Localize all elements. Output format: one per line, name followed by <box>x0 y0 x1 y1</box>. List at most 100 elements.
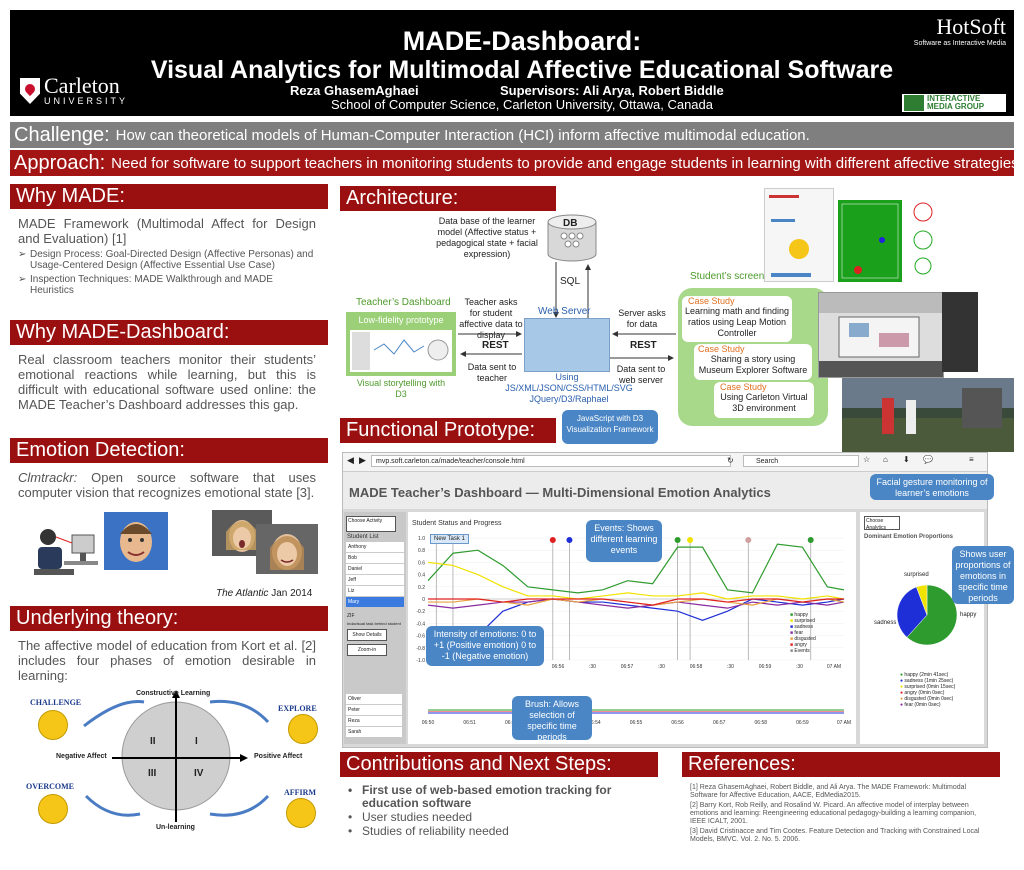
new-task-badge[interactable]: New Task 1 <box>430 534 469 544</box>
address-bar[interactable]: mvp.soft.carleton.ca/made/teacher/consol… <box>371 455 731 467</box>
forward-icon[interactable]: ▶ <box>359 455 366 465</box>
brush-tick-label: 06:54 <box>588 720 601 726</box>
student-item[interactable]: Peter <box>346 705 402 716</box>
legend-swatch: ● <box>900 678 904 684</box>
legend-swatch: ● <box>900 696 904 702</box>
db-note: Data base of the learner model (Affectiv… <box>436 216 538 259</box>
emotion-detection-text: Open source software that uses computer … <box>18 470 316 500</box>
contribution-item: • Studies of reliability needed <box>348 824 652 838</box>
clmtrackr-label: Clmtrackr: <box>18 470 78 485</box>
y-tick-label: 0.2 <box>418 585 425 591</box>
choose-analytics-button[interactable]: Choose Analytics <box>864 516 900 531</box>
legend-swatch: ■ <box>790 636 794 642</box>
img-line-1: INTERACTIVE <box>927 94 981 103</box>
pie-slice-surprised[interactable] <box>916 584 928 616</box>
callout-intensity: Intensity of emotions: 0 to +1 (Positive… <box>426 626 544 666</box>
student-item[interactable]: Anthony <box>346 542 404 553</box>
poster-header: MADE-Dashboard: Visual Analytics for Mul… <box>10 10 1014 116</box>
download-icon[interactable]: ⬇ <box>903 455 910 464</box>
student-panel: Choose Activity Student List Anthony Bob… <box>344 512 406 744</box>
supervisors: Supervisors: Ali Arya, Robert Biddle <box>500 83 724 98</box>
search-field[interactable]: Search <box>743 455 859 467</box>
student-list-2: Oliver Peter Reza Sarah <box>346 694 402 737</box>
student-item[interactable]: Liz <box>346 586 404 597</box>
reload-icon[interactable]: ↻ <box>727 456 734 465</box>
brush-tick-label: 06:51 <box>463 720 476 726</box>
why-made-intro: MADE Framework (Multimodal Affect for De… <box>18 216 316 246</box>
x-tick-label: 06:56 <box>552 664 565 670</box>
y-tick-label: 1.0 <box>418 536 425 542</box>
data-sent-server: Data sent to web server <box>616 364 666 385</box>
bullet-icon: • <box>348 783 353 797</box>
x-tick-label: 07 AM <box>827 664 841 670</box>
author: Reza GhasemAghaei <box>290 83 419 98</box>
student-item[interactable]: Bob <box>346 553 404 564</box>
phase-overcome: OVERCOME <box>26 782 74 791</box>
student-item[interactable]: Oliver <box>346 694 402 705</box>
bullet-icon: • <box>348 810 353 824</box>
teacher-asks: Teacher asks for student affective data … <box>459 297 523 340</box>
why-dashboard-title: Why MADE-Dashboard: <box>10 320 328 345</box>
contribution-item: • User studies needed <box>348 810 652 824</box>
student-item[interactable]: Reza <box>346 716 402 727</box>
bookmark-icon[interactable]: ☆ <box>863 455 871 464</box>
references-list: [1] Reza GhasemAghaei, Robert Biddle, an… <box>690 784 990 844</box>
case-study-2: Case Study Sharing a story using Museum … <box>694 344 812 380</box>
pie-legend-item: ● fear (0min 0sec) <box>900 702 984 708</box>
pie-slice-happy[interactable] <box>906 584 958 646</box>
student-item[interactable]: Sarah <box>348 729 362 735</box>
reference-item: [1] Reza GhasemAghaei, Robert Biddle, an… <box>690 784 967 799</box>
virtual-3d-thumbnail <box>842 378 1014 452</box>
neutral-face-icon <box>38 794 68 824</box>
home-icon[interactable]: ⌂ <box>883 455 888 464</box>
y-tick-label: 0 <box>422 597 425 603</box>
pie-legend-item: ● happy (2min 41sec) <box>900 672 984 678</box>
hotsoft-name: HotSoft <box>936 14 1006 39</box>
callout-face: Facial gesture monitoring of learner’s e… <box>870 474 994 500</box>
emotion-pie-chart[interactable] <box>892 580 962 650</box>
legend-swatch: ■ <box>790 618 794 624</box>
museum-explorer-thumbnail <box>818 292 944 378</box>
teacher-dashboard-label: Teacher’s Dashboard <box>356 297 451 308</box>
case-study-2-text: Sharing a story using Museum Explorer So… <box>698 354 808 375</box>
callout-js: JavaScript with D3 Visualization Framewo… <box>562 410 658 444</box>
y-tick-label: -0.4 <box>416 621 425 627</box>
event-marker <box>674 537 681 543</box>
y-tick-label: 0.4 <box>418 573 425 579</box>
legend-label: surprised <box>794 618 815 624</box>
show-details-button[interactable]: Show Details <box>347 629 387 641</box>
brush-timeline[interactable]: 06:5006:5106:5206:5306:5406:5506:5606:57… <box>408 700 856 730</box>
legend-swatch: ● <box>900 672 904 678</box>
reference-item: [3] David Cristinacce and Tim Cootes. Fe… <box>690 828 980 843</box>
legend-label: disgusted <box>794 636 816 642</box>
case-study-2-label: Case Study <box>698 344 745 354</box>
student-item[interactable]: Daniel <box>346 564 404 575</box>
approach-banner: Approach: Need for software to support t… <box>10 150 1019 176</box>
why-made-body: MADE Framework (Multimodal Affect for De… <box>18 216 316 296</box>
contributions-list: • First use of web-based emotion tracking… <box>348 783 652 839</box>
legend-label: happy (2min 41sec) <box>904 672 949 678</box>
pie-legend-item: ● angry (0min 0sec) <box>900 690 984 696</box>
choose-activity-button[interactable]: Choose Activity <box>346 516 396 532</box>
student-item[interactable]: Jeff <box>346 575 404 586</box>
pie-slice-sadness[interactable] <box>896 586 928 638</box>
browser-toolbar: ◀ ▶ mvp.soft.carleton.ca/made/teacher/co… <box>343 453 987 472</box>
menu-icon[interactable]: ≡ <box>969 455 974 464</box>
series-line-happy <box>427 543 845 594</box>
case-study-3: Case Study Using Carleton Virtual 3D env… <box>714 382 814 418</box>
carleton-shield-icon <box>20 78 40 104</box>
bullet-icon: • <box>348 824 353 838</box>
task-tooltip: Indavisual task behind student <box>347 621 401 626</box>
back-icon[interactable]: ◀ <box>347 455 354 465</box>
x-tick-label: 06:59 <box>759 664 772 670</box>
legend-label: happy <box>794 612 809 618</box>
pie-legend-item: ● surprised (0min 15sec) <box>900 684 984 690</box>
student-item-selected[interactable]: Mary <box>346 597 404 607</box>
y-tick-label: -0.6 <box>416 634 425 640</box>
face-tracking-photo <box>104 512 168 570</box>
case-study-3-text: Using Carleton Virtual 3D environment <box>720 392 808 413</box>
chat-icon[interactable]: 💬 <box>923 455 933 464</box>
rest-arrows-right <box>610 331 676 361</box>
sql-arrows <box>553 262 591 318</box>
zoom-in-button[interactable]: Zoom-in <box>347 644 387 656</box>
